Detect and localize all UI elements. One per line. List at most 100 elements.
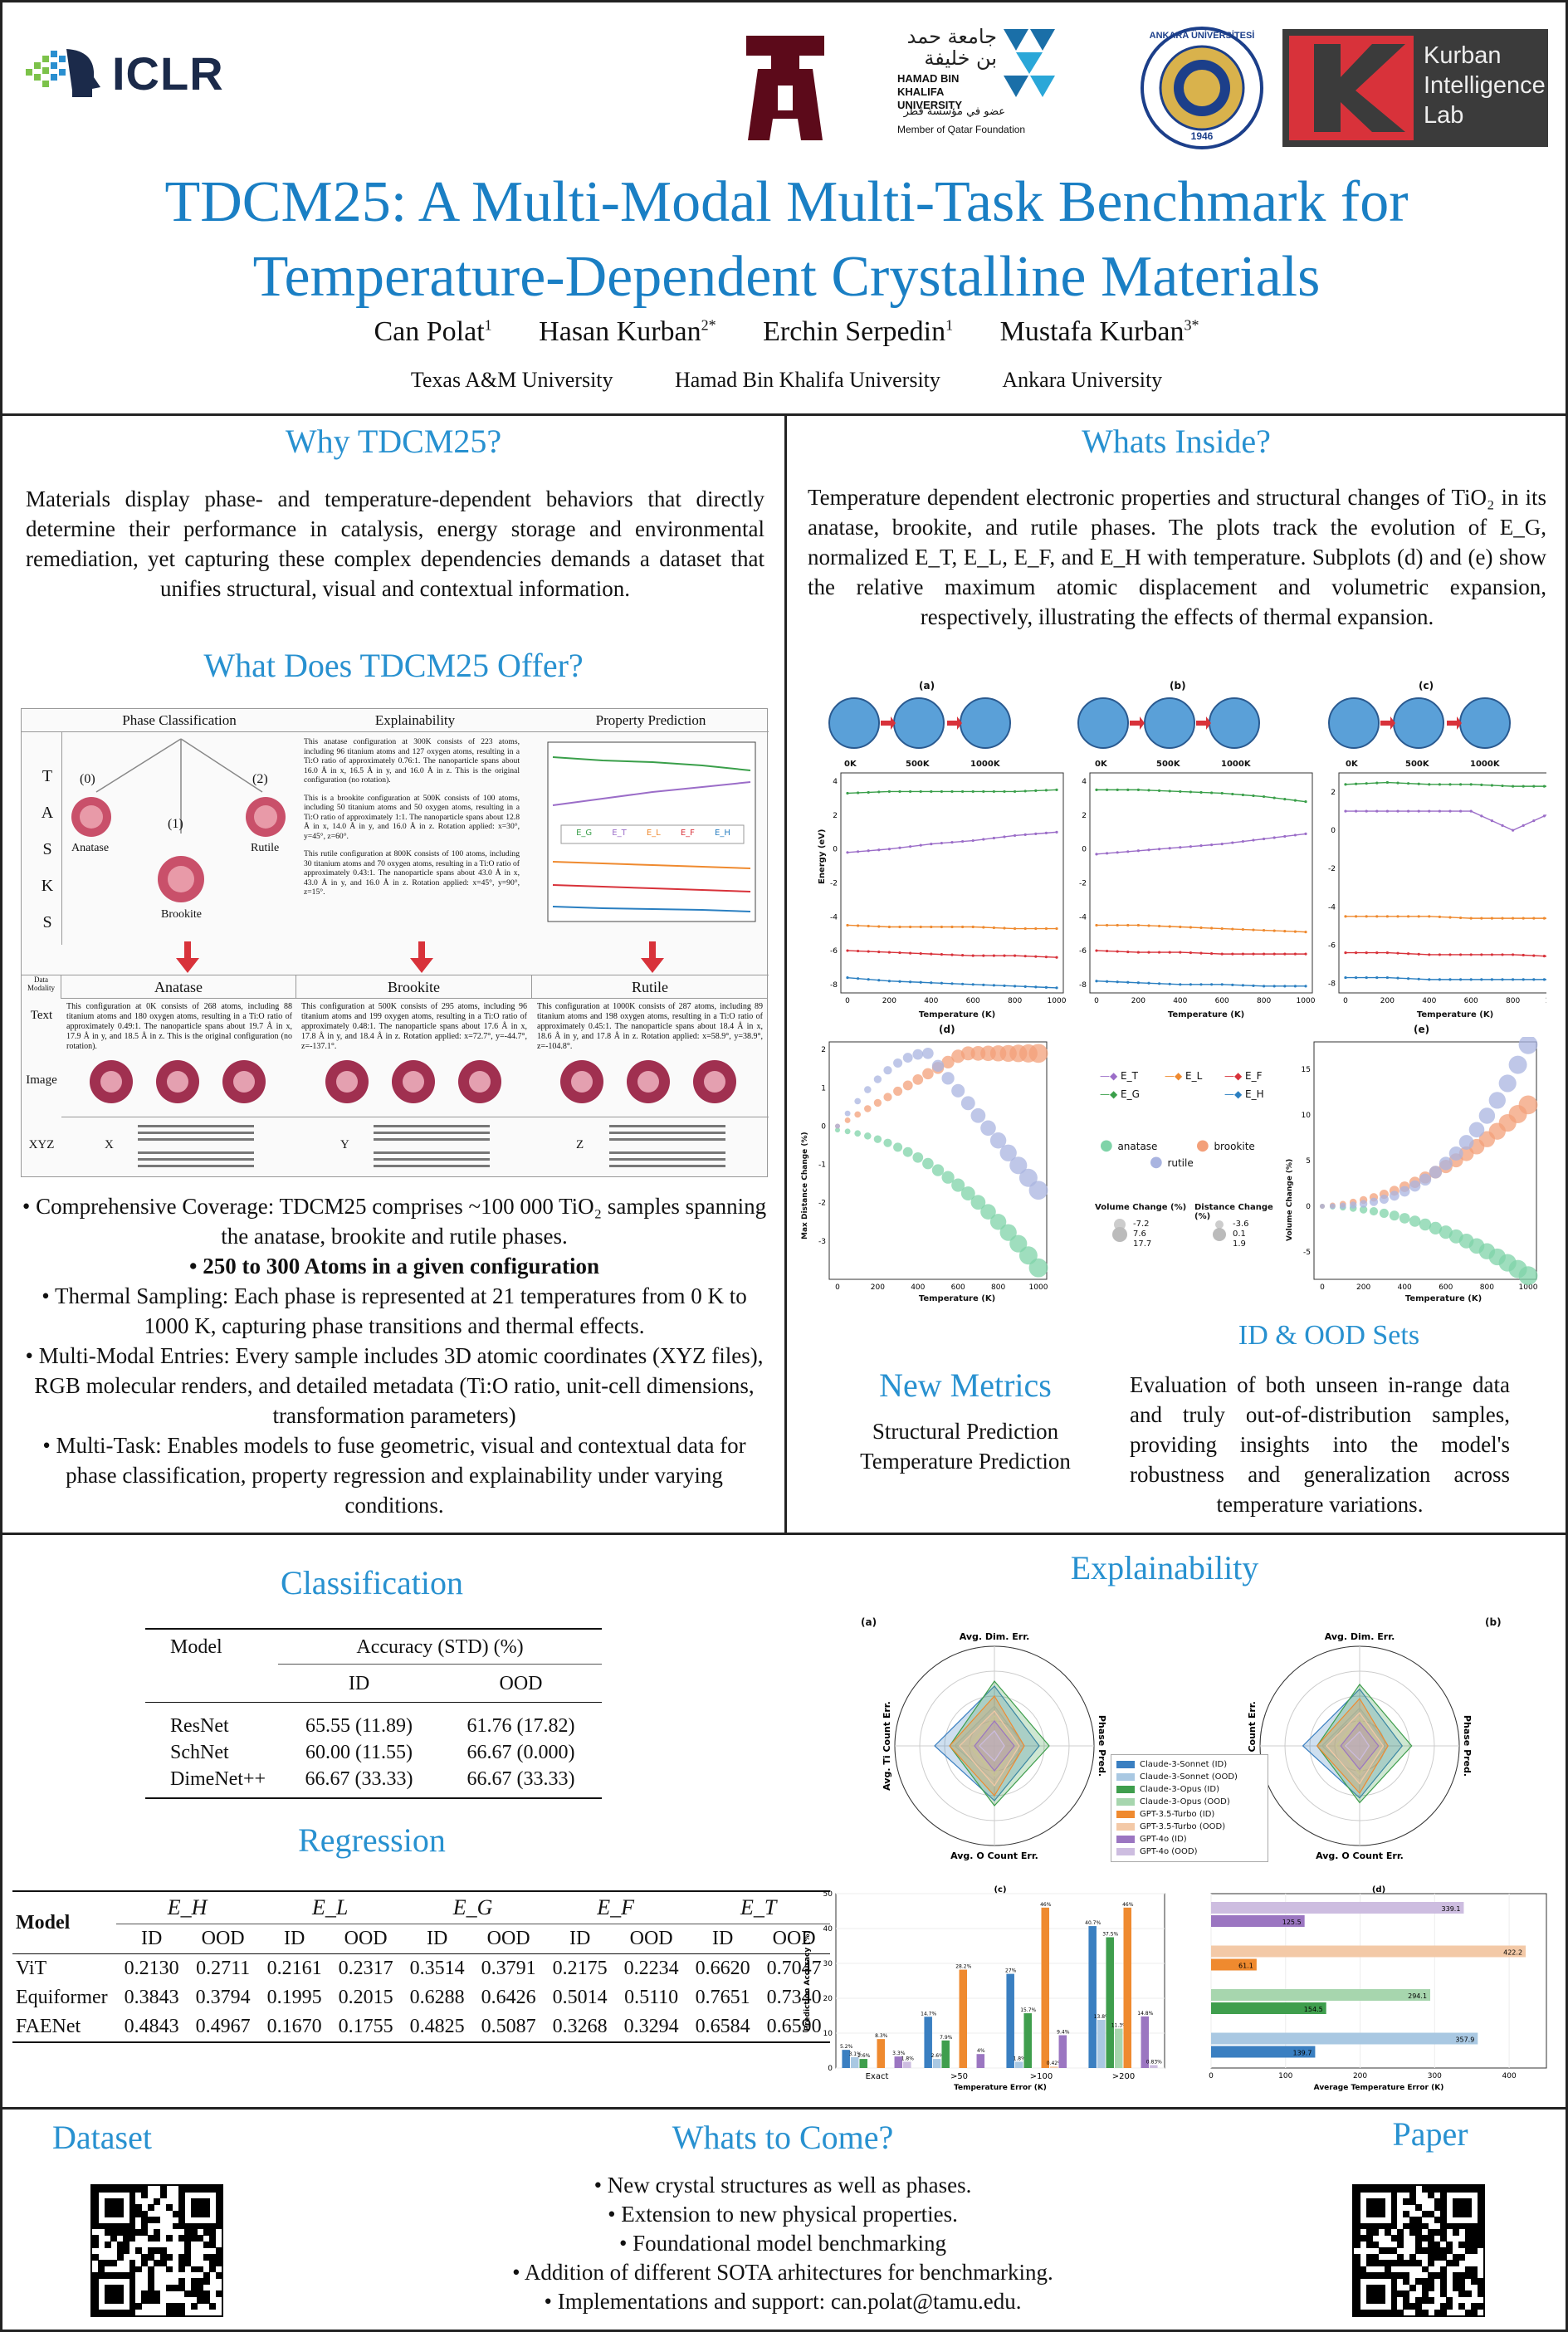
- series-point: [1542, 917, 1546, 920]
- series-point: [1542, 814, 1546, 818]
- series-point: [940, 981, 943, 985]
- hbku-arabic-sub: عضو في مؤسسة قطر: [903, 105, 1005, 118]
- series-point: [1344, 915, 1347, 918]
- regression-heading: Regression: [298, 1821, 446, 1859]
- series-point: [1512, 829, 1515, 832]
- inside-text: Temperature dependent electronic propert…: [808, 485, 1546, 629]
- series-point: [1542, 955, 1546, 958]
- bar: [850, 2056, 859, 2068]
- come-list: • New crystal structures as well as phas…: [368, 2171, 1198, 2316]
- temp-label: 500K: [1405, 760, 1429, 769]
- series-point: [1136, 788, 1140, 791]
- reg-value: 0.6288: [409, 1987, 465, 2008]
- series-point: [971, 838, 975, 843]
- scatter-point: [864, 1086, 872, 1093]
- reg-model: FAENet: [16, 2016, 81, 2037]
- scatter-point: [912, 1074, 924, 1085]
- series-point: [1106, 980, 1109, 983]
- series-point: [1512, 978, 1515, 981]
- inside-heading: Whats Inside?: [1082, 423, 1271, 460]
- series-point: [1448, 809, 1452, 813]
- scatter-point: [1359, 1205, 1368, 1214]
- reg-value: 0.2175: [552, 1958, 608, 1979]
- series-point: [1459, 978, 1463, 981]
- explain-samples: This anatase configuration at 300K consi…: [304, 737, 520, 897]
- energy-ylabel: Energy (eV): [818, 829, 827, 884]
- scatter-point: [999, 1144, 1017, 1161]
- kurban-logo: Kurban Intelligence Lab: [1282, 29, 1548, 147]
- series-point: [1396, 915, 1399, 918]
- table-cell: 65.55 (11.89): [305, 1715, 413, 1737]
- metric-item: Structural Prediction: [872, 1419, 1059, 1444]
- tick-label: 0: [828, 2065, 833, 2073]
- bar-value-label: 27%: [1005, 1968, 1017, 1974]
- tick-label: -6: [1328, 941, 1336, 950]
- subplot-label: (e): [1414, 1024, 1430, 1035]
- series-point: [1407, 809, 1410, 813]
- offer-figure: Phase Classification Explainability Prop…: [21, 708, 769, 1177]
- paper-qr-code[interactable]: [1352, 2184, 1485, 2317]
- tick-label: 15: [1302, 1066, 1311, 1074]
- come-item: • Addition of different SOTA arhitecture…: [512, 2260, 1053, 2285]
- temp-label: 500K: [1156, 760, 1180, 769]
- series-point: [982, 838, 985, 841]
- classification-heading: Classification: [281, 1564, 463, 1601]
- affiliation: Texas A&M University: [410, 368, 613, 392]
- series-point: [898, 980, 901, 983]
- bar-value-label: 1.8%: [901, 2056, 915, 2061]
- dataset-qr-code[interactable]: [90, 2184, 223, 2317]
- tick-label: 30: [823, 1960, 833, 1968]
- bar: [1058, 2035, 1067, 2068]
- scatter-point: [941, 1072, 955, 1085]
- radar-series: [1335, 1716, 1380, 1776]
- divider: [2, 2107, 1566, 2110]
- scatter-point: [1369, 1197, 1379, 1206]
- why-heading: Why TDCM25?: [285, 423, 502, 460]
- series-point: [1385, 951, 1389, 955]
- scatter-point: [854, 1111, 862, 1118]
- series-point: [1438, 915, 1441, 919]
- tick-label: 600: [966, 997, 980, 1005]
- tick-label: 400: [924, 997, 938, 1005]
- series-point: [930, 843, 933, 846]
- reg-value: 0.6620: [695, 1958, 750, 1979]
- scatter-point: [1009, 1234, 1028, 1253]
- author: Mustafa Kurban3*: [999, 316, 1199, 347]
- bar-value-label: 5.2%: [840, 2044, 853, 2050]
- bar-value-label: 3.3%: [892, 2051, 906, 2056]
- legend-swatch: [1116, 1822, 1135, 1831]
- bar: [1211, 2032, 1478, 2045]
- series-point: [1106, 923, 1109, 927]
- series-point: [1375, 915, 1379, 918]
- tick-label: 200: [882, 997, 896, 1005]
- series-point: [1158, 951, 1161, 954]
- regression-table: Model E_H E_L E_G E_F E_T ID OOD ID OOD ID OO…: [12, 1890, 830, 2043]
- tick-label: 200: [1380, 997, 1395, 1005]
- bar-value-label: 46%: [1040, 1902, 1052, 1908]
- series-point: [1023, 790, 1027, 793]
- radar-series: [1345, 1730, 1370, 1762]
- series-point: [982, 926, 985, 929]
- phase-name: Brookite: [161, 908, 202, 921]
- series-point: [1304, 931, 1307, 934]
- scatter-point: [1028, 1044, 1048, 1063]
- model-legend: Claude-3-Sonnet (ID) Claude-3-Sonnet (OOD…: [1111, 1754, 1268, 1862]
- reg-value: 0.3514: [409, 1958, 465, 1979]
- series-point: [1136, 923, 1140, 927]
- reg-value: 0.1670: [266, 2016, 322, 2037]
- series-point: [898, 790, 901, 794]
- tick-label: 40: [823, 1925, 833, 1934]
- series-point: [1272, 985, 1276, 988]
- col-acc: Accuracy (STD) (%): [278, 1636, 602, 1665]
- series-point: [961, 925, 965, 929]
- tick-label: 400: [911, 1283, 925, 1292]
- phase-col: Rutile: [532, 975, 768, 999]
- table-row: DimeNet++ 66.67 (33.33) 66.67 (33.33): [145, 1766, 602, 1792]
- iclr-head-icon: [26, 49, 100, 97]
- tick-label: 1000: [1048, 997, 1067, 1005]
- tick-label: 20: [823, 1995, 833, 2003]
- series-point: [940, 953, 943, 956]
- series-point: [1055, 788, 1058, 791]
- series-point: [909, 790, 912, 794]
- radar-series: [954, 1705, 1025, 1782]
